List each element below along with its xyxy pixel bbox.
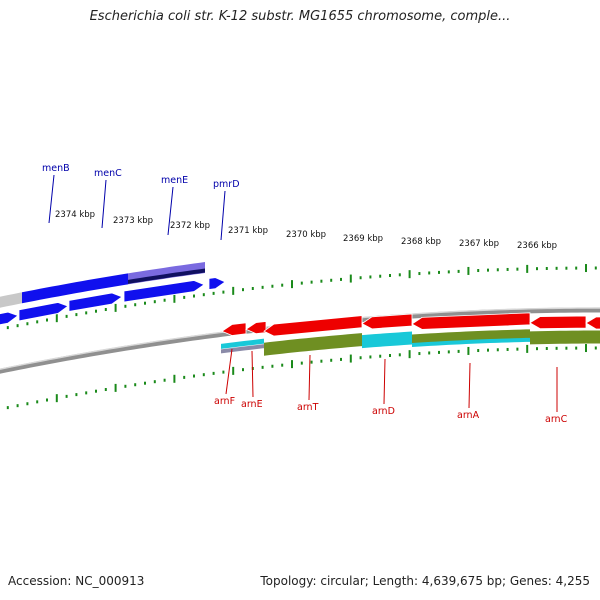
gene-labels: menB menC menE pmrD arnF arnE arnT arnD arnA arnC <box>42 163 568 425</box>
gene-label-arnC: arnC <box>545 414 568 425</box>
genome-summary-text: Topology: circular; Length: 4,639,675 bp… <box>260 574 590 588</box>
gene-label-arnF: arnF <box>214 396 235 407</box>
scale-label: 2374 kbp <box>55 210 95 220</box>
gene-label-pmrD: pmrD <box>213 179 240 190</box>
forward-gene-band-start <box>0 292 22 308</box>
scale-label: 2371 kbp <box>228 226 268 236</box>
scale-label: 2369 kbp <box>343 234 383 244</box>
reverse-strand-features <box>221 312 600 356</box>
label-leader-line <box>101 179 107 229</box>
label-leader-line <box>468 362 471 409</box>
arnC-cds-arrow <box>529 315 587 330</box>
menE-gene-band-dark <box>128 268 205 284</box>
tick-marks <box>6 264 597 410</box>
gene-label-menB: menB <box>42 163 70 174</box>
forward-cds-arrow <box>0 311 19 326</box>
gene-label-arnA: arnA <box>457 410 480 421</box>
arnT-feature-band <box>264 333 362 356</box>
pmrD-cds-arrow <box>208 277 226 290</box>
arnA-cds-arrow <box>411 312 531 330</box>
menB-gene-band <box>22 273 128 304</box>
scale-label: 2366 kbp <box>517 241 557 251</box>
gene-label-arnT: arnT <box>297 402 319 413</box>
arnC-feature-band <box>530 330 600 345</box>
accession-text: Accession: NC_000913 <box>8 574 145 588</box>
arnD-cds-arrow <box>361 313 413 330</box>
scale-labels: 2374 kbp 2373 kbp 2372 kbp 2371 kbp 2370 kbp… <box>55 210 557 251</box>
label-leader-line <box>220 190 226 241</box>
gene-label-menC: menC <box>94 168 122 179</box>
label-leader-line <box>48 174 55 224</box>
arnF-cds-arrow <box>221 322 247 336</box>
scale-label: 2367 kbp <box>459 239 499 249</box>
gene-label-arnD: arnD <box>372 406 395 417</box>
arnA-feature-band <box>412 329 530 344</box>
label-leader-line <box>167 186 174 236</box>
gene-label-menE: menE <box>161 175 188 186</box>
label-leader-line <box>225 348 233 395</box>
reverse-cds-arrow-edge <box>585 316 600 330</box>
arnF-feature-band <box>221 338 264 349</box>
menE-cds-arrow <box>123 280 205 303</box>
map-title: Escherichia coli str. K-12 substr. MG165… <box>89 9 511 24</box>
label-leader-line <box>308 354 311 401</box>
label-leader-line <box>251 350 254 398</box>
forward-strand-features <box>0 262 226 326</box>
arnT-cds-arrow <box>263 315 363 337</box>
arnE-cds-arrow <box>245 321 267 335</box>
menC-cds-arrow <box>68 292 123 312</box>
gene-label-arnE: arnE <box>241 399 263 410</box>
arnD-feature-band <box>362 331 412 349</box>
scale-label: 2373 kbp <box>113 216 153 226</box>
label-leader-line <box>383 358 386 405</box>
scale-label: 2370 kbp <box>286 230 326 240</box>
menB-cds-arrow <box>18 302 69 322</box>
scale-label: 2368 kbp <box>401 237 441 247</box>
arnA-feature-band-cyan <box>412 337 530 348</box>
scale-label: 2372 kbp <box>170 221 210 231</box>
